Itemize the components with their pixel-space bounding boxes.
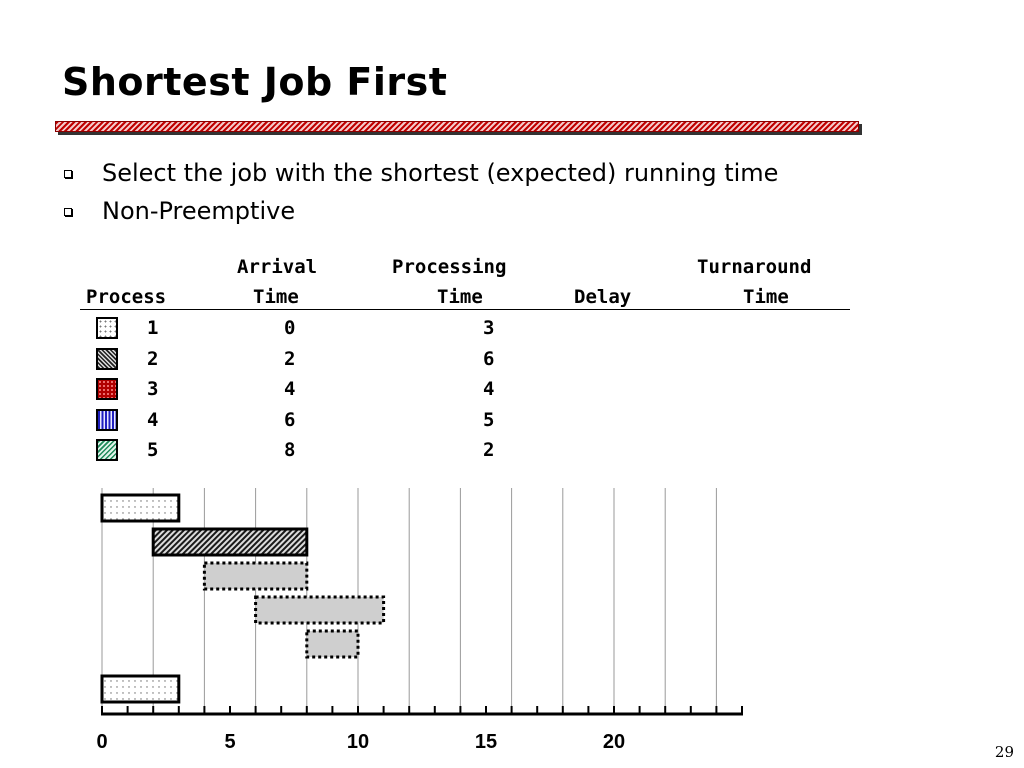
process-5-swatch-icon (96, 439, 118, 461)
header-processing-time: Time (437, 286, 483, 308)
process-3-swatch-icon (96, 378, 118, 400)
row-process: 2 (147, 348, 159, 370)
row-arrival: 0 (284, 317, 296, 339)
bullet-text: Non-Preemptive (102, 197, 296, 225)
square-bullet-icon (64, 208, 72, 216)
title-divider (55, 121, 859, 132)
bullet-item: Select the job with the shortest (expect… (62, 154, 778, 192)
slide-number: 29 (994, 743, 1014, 761)
header-delay: Delay (574, 286, 632, 308)
header-process: Process (86, 286, 167, 308)
header-arrival: Arrival (237, 256, 318, 278)
row-process: 3 (147, 378, 159, 400)
row-processing: 4 (483, 378, 495, 400)
bullet-item: Non-Preemptive (62, 192, 778, 230)
header-turnaround: Turnaround (697, 256, 812, 278)
x-tick-label: 5 (224, 731, 235, 753)
gantt-bar-process-4 (254, 595, 386, 625)
row-processing: 5 (483, 409, 495, 431)
x-tick-label: 15 (475, 731, 497, 753)
row-arrival: 2 (284, 348, 296, 370)
header-underline (80, 309, 850, 310)
row-processing: 3 (483, 317, 495, 339)
x-axis: 0 5 10 15 20 (96, 706, 743, 753)
slide-title: Shortest Job First (62, 60, 448, 104)
gantt-bar-process-3 (202, 561, 309, 591)
bullet-list: Select the job with the shortest (expect… (62, 154, 778, 230)
square-bullet-icon (64, 170, 72, 178)
row-processing: 2 (483, 439, 495, 461)
bullet-text: Select the job with the shortest (expect… (102, 159, 779, 187)
row-processing: 6 (483, 348, 495, 370)
process-1-swatch-icon (96, 317, 118, 339)
row-process: 1 (147, 317, 159, 339)
row-arrival: 6 (284, 409, 296, 431)
row-arrival: 8 (284, 439, 296, 461)
header-processing: Processing (392, 256, 507, 278)
x-tick-label: 20 (603, 731, 625, 753)
row-process: 5 (147, 439, 159, 461)
process-2-swatch-icon (96, 348, 118, 370)
header-turnaround-time: Time (743, 286, 789, 308)
x-tick-label: 0 (96, 731, 107, 753)
gantt-bar-process-5 (305, 629, 360, 659)
gantt-bar-process-2 (151, 527, 309, 557)
process-4-swatch-icon (96, 409, 118, 431)
x-tick-label: 10 (347, 731, 369, 753)
chart-gridlines (101, 488, 717, 714)
chart-bars (100, 493, 386, 704)
row-process: 4 (147, 409, 159, 431)
gantt-bar-process-1 (100, 493, 181, 523)
gantt-bar-process-1 (100, 674, 181, 704)
row-arrival: 4 (284, 378, 296, 400)
header-arrival-time: Time (253, 286, 299, 308)
